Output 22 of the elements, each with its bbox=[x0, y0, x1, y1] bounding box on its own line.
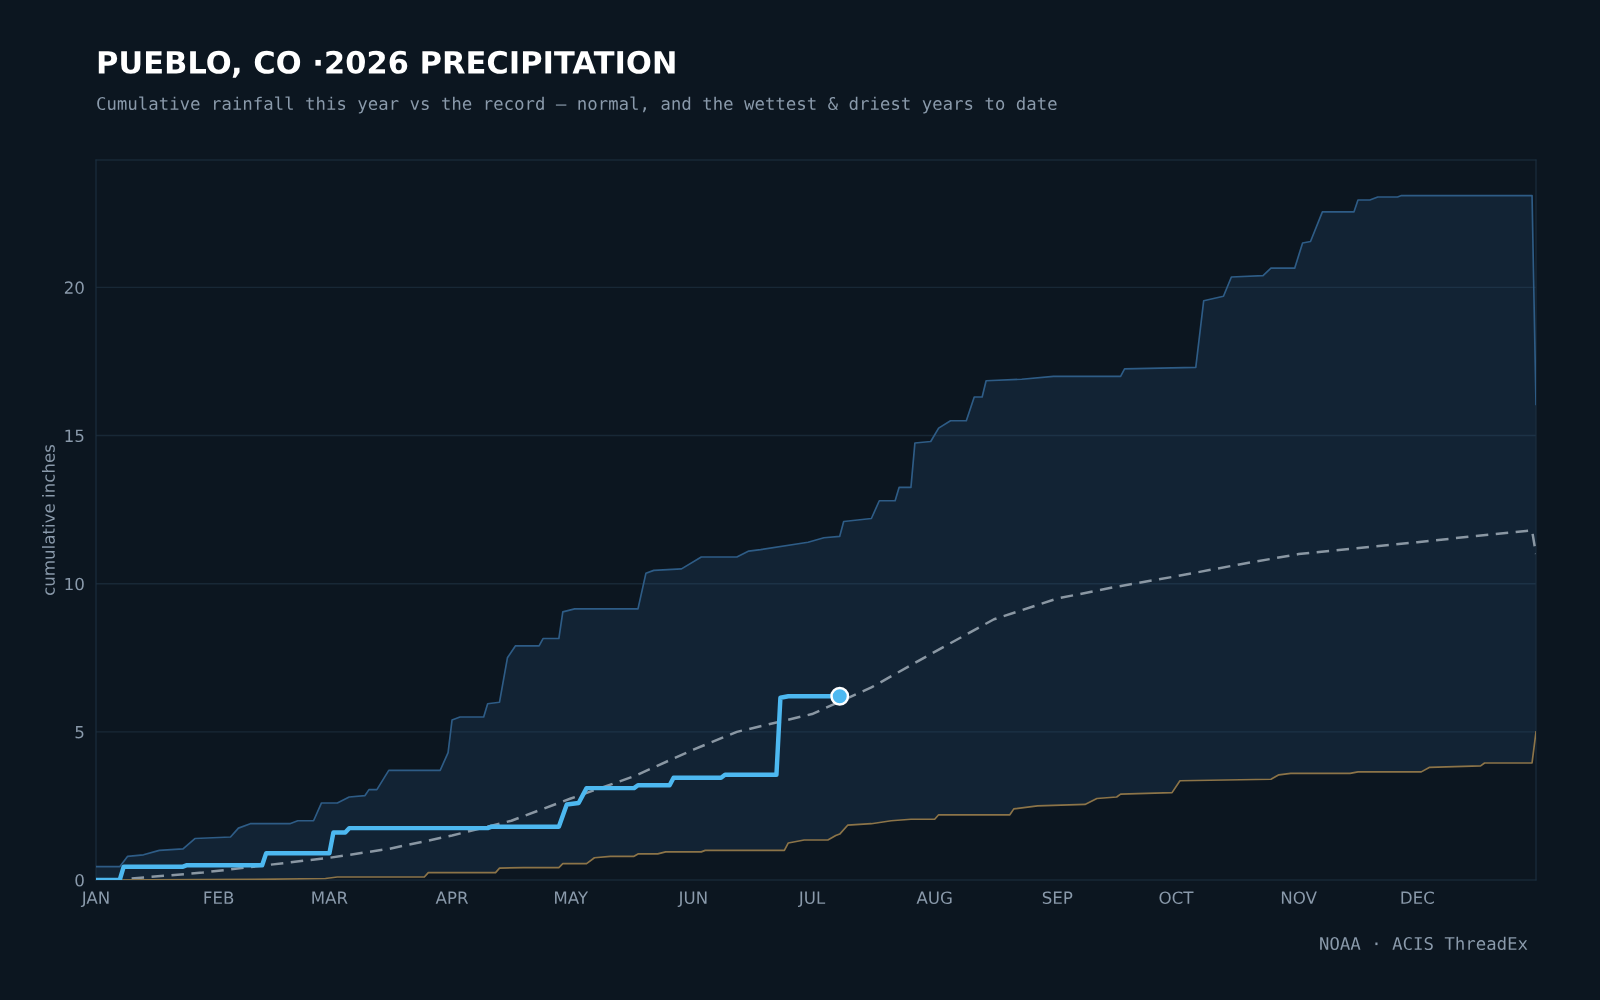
chart-subtitle: Cumulative rainfall this year vs the record — normal, and the wettest & driest years to date bbox=[97, 96, 1057, 114]
x-tick-label: FEB bbox=[204, 891, 234, 904]
x-tick-label: JUN bbox=[677, 891, 707, 908]
y-tick-label: 15 bbox=[65, 429, 84, 443]
x-tick-label: MAR bbox=[312, 891, 348, 904]
x-tick-label: SEP bbox=[1042, 891, 1073, 905]
x-tick-label: DEC bbox=[1401, 891, 1434, 905]
x-tick-label: APR bbox=[435, 891, 469, 904]
x-tick-label: OCT bbox=[1159, 891, 1194, 905]
y-tick-label: 20 bbox=[64, 281, 84, 294]
line-series bbox=[130, 529, 1536, 880]
x-tick-label: JAN bbox=[80, 891, 109, 908]
x-tick-label: NOV bbox=[1281, 891, 1317, 905]
x-tick-label: MAY bbox=[555, 891, 589, 904]
y-tick-label: 0 bbox=[75, 873, 84, 887]
text: NOAA · ACIS ThreadEx bbox=[1320, 936, 1528, 951]
x-tick-label: JUL bbox=[797, 891, 826, 908]
x-tick-label: AUG bbox=[916, 891, 952, 905]
y-tick-label: 5 bbox=[75, 726, 84, 739]
y-tick-label: 10 bbox=[65, 577, 84, 591]
chart-title: PUEBLO, CO ·2026 PRECIPITATION bbox=[98, 50, 675, 78]
y-axis-title: cumulative inches bbox=[41, 444, 55, 595]
